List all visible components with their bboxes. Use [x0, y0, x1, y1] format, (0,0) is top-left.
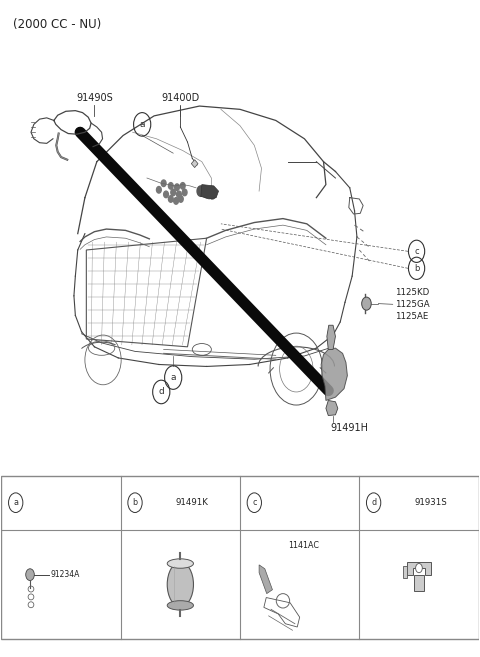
Text: a: a — [13, 498, 18, 507]
Text: 91491K: 91491K — [176, 498, 209, 507]
Ellipse shape — [167, 559, 193, 568]
Circle shape — [182, 189, 187, 196]
Text: 1125AE: 1125AE — [395, 311, 429, 321]
Text: b: b — [132, 498, 138, 507]
Polygon shape — [321, 348, 348, 401]
Text: d: d — [371, 498, 376, 507]
Circle shape — [161, 180, 166, 187]
Circle shape — [164, 191, 168, 198]
Text: a: a — [170, 373, 176, 382]
Circle shape — [171, 189, 176, 196]
Circle shape — [168, 196, 173, 202]
Polygon shape — [326, 401, 338, 415]
Circle shape — [156, 187, 161, 193]
Polygon shape — [192, 160, 198, 168]
Circle shape — [197, 186, 204, 196]
Circle shape — [175, 184, 180, 191]
Text: 91234A: 91234A — [50, 570, 80, 579]
Polygon shape — [259, 565, 273, 594]
Circle shape — [177, 191, 181, 198]
Bar — [414, 575, 424, 591]
Text: b: b — [414, 264, 419, 273]
Ellipse shape — [167, 562, 193, 606]
Text: 91400D: 91400D — [161, 93, 200, 102]
Text: 1125GA: 1125GA — [395, 300, 430, 309]
Text: c: c — [414, 247, 419, 256]
Circle shape — [26, 569, 34, 581]
Text: (2000 CC - NU): (2000 CC - NU) — [13, 18, 102, 31]
Polygon shape — [201, 185, 218, 199]
Circle shape — [168, 183, 173, 189]
Text: c: c — [252, 498, 257, 507]
Ellipse shape — [167, 600, 193, 610]
Bar — [403, 566, 407, 578]
Text: 1125KD: 1125KD — [395, 288, 429, 297]
Text: a: a — [139, 120, 145, 129]
Circle shape — [174, 198, 179, 204]
Text: 91931S: 91931S — [415, 498, 447, 507]
Text: d: d — [158, 388, 164, 396]
Circle shape — [180, 183, 185, 189]
Circle shape — [416, 564, 422, 573]
Text: 91490S: 91490S — [76, 93, 113, 102]
Polygon shape — [407, 562, 431, 575]
Text: 1141AC: 1141AC — [288, 541, 319, 550]
Circle shape — [179, 196, 183, 202]
Circle shape — [208, 189, 216, 199]
Circle shape — [362, 297, 371, 310]
Bar — [1, 476, 479, 639]
Polygon shape — [327, 325, 336, 350]
Text: 91491H: 91491H — [331, 423, 369, 434]
Circle shape — [203, 187, 210, 198]
